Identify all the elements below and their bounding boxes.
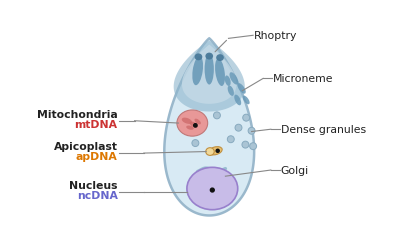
Ellipse shape <box>177 110 208 136</box>
Polygon shape <box>164 39 254 216</box>
Text: Mitochondria: Mitochondria <box>37 110 118 119</box>
Ellipse shape <box>229 73 238 85</box>
Ellipse shape <box>235 125 242 132</box>
Ellipse shape <box>192 57 203 86</box>
Text: Dense granules: Dense granules <box>281 125 366 135</box>
Text: Nucleus: Nucleus <box>69 180 118 190</box>
Ellipse shape <box>225 76 231 86</box>
Ellipse shape <box>216 55 224 62</box>
Polygon shape <box>174 42 245 112</box>
Text: Apicoplast: Apicoplast <box>54 142 118 152</box>
Circle shape <box>210 188 214 192</box>
Ellipse shape <box>214 112 220 119</box>
Ellipse shape <box>228 86 234 97</box>
Circle shape <box>216 150 219 153</box>
Ellipse shape <box>237 84 246 94</box>
Text: Rhoptry: Rhoptry <box>254 30 297 40</box>
Ellipse shape <box>189 125 196 132</box>
Ellipse shape <box>248 128 255 135</box>
Ellipse shape <box>186 126 194 130</box>
Text: ncDNA: ncDNA <box>77 190 118 200</box>
Ellipse shape <box>243 96 249 105</box>
Ellipse shape <box>195 119 201 125</box>
Ellipse shape <box>234 95 241 106</box>
Text: Microneme: Microneme <box>273 74 334 84</box>
Ellipse shape <box>242 142 249 148</box>
Ellipse shape <box>227 136 234 143</box>
Polygon shape <box>182 45 237 104</box>
Ellipse shape <box>195 54 202 61</box>
Ellipse shape <box>249 143 257 150</box>
Ellipse shape <box>206 54 213 60</box>
Ellipse shape <box>206 148 214 156</box>
Ellipse shape <box>187 168 238 210</box>
Ellipse shape <box>209 147 222 155</box>
Ellipse shape <box>182 118 192 124</box>
Ellipse shape <box>192 140 199 147</box>
Circle shape <box>194 124 197 128</box>
Ellipse shape <box>190 122 198 128</box>
Ellipse shape <box>215 59 225 87</box>
Ellipse shape <box>243 115 249 122</box>
Text: apDNA: apDNA <box>76 152 118 162</box>
Ellipse shape <box>183 112 189 119</box>
Ellipse shape <box>205 54 214 85</box>
Text: mtDNA: mtDNA <box>75 119 118 129</box>
Text: Golgi: Golgi <box>281 165 309 175</box>
